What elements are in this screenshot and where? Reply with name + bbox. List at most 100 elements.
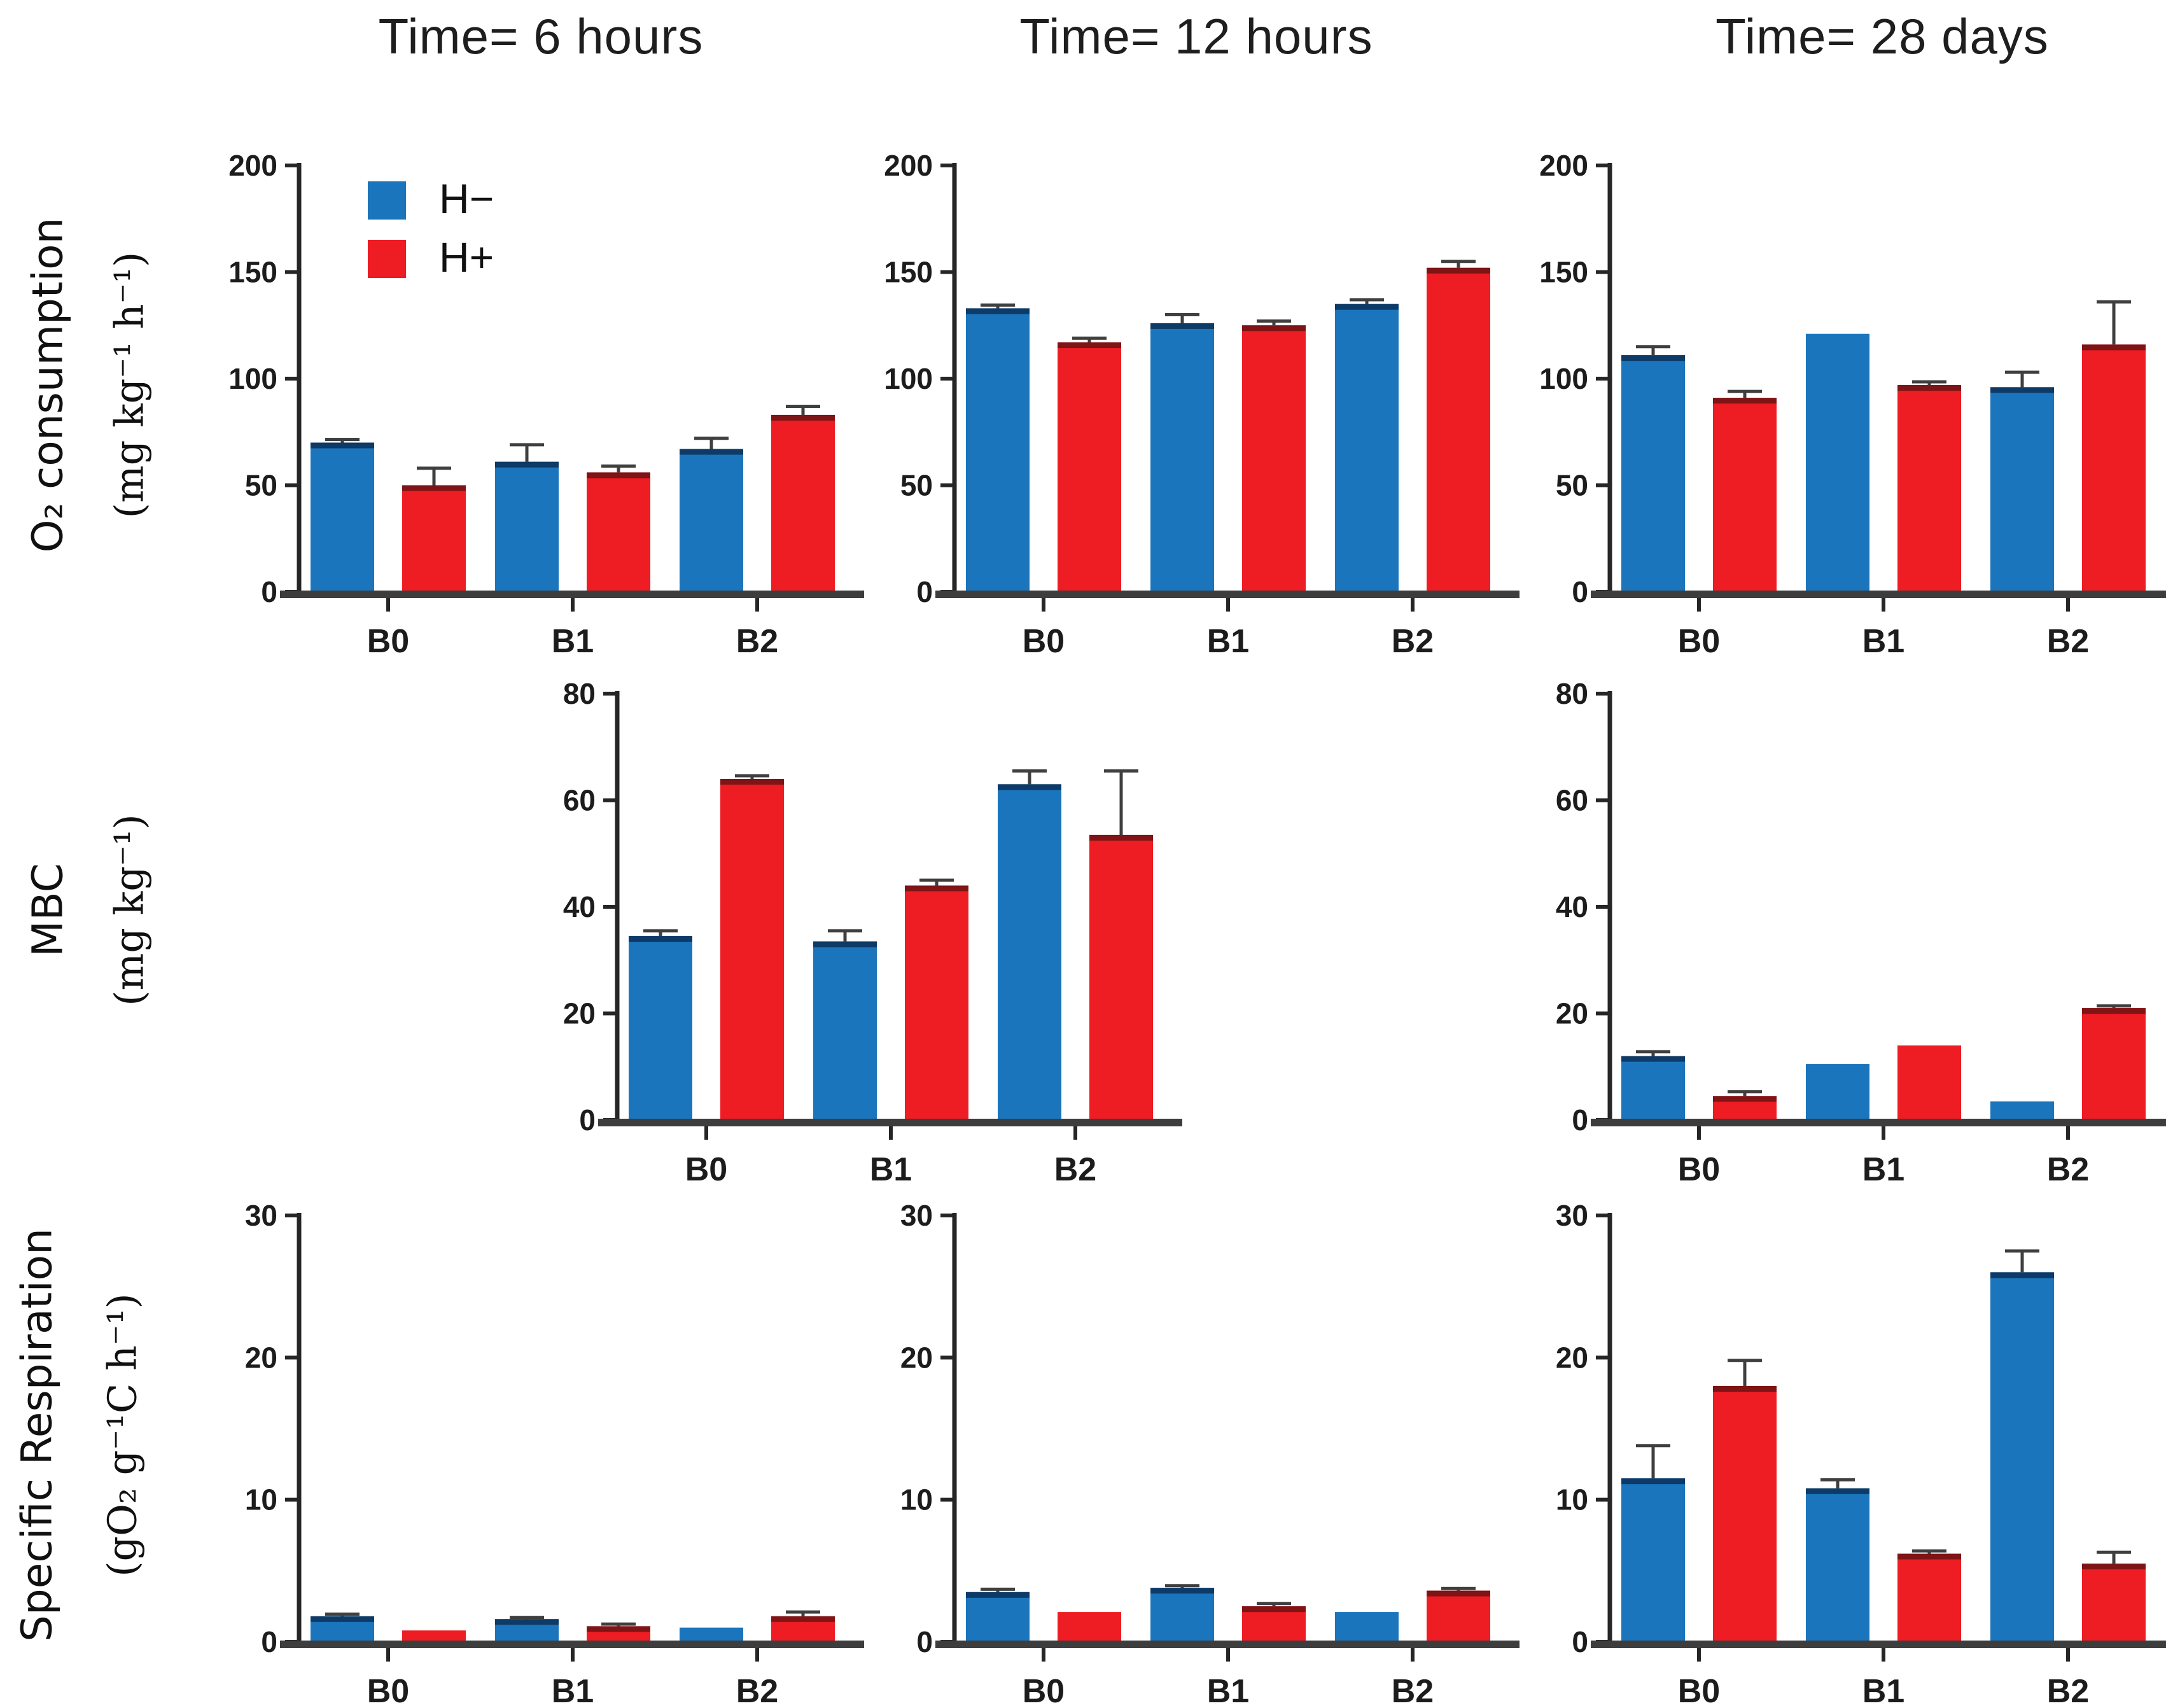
bar-sr-28d-B0-H+ (1713, 1386, 1777, 1642)
x-tick-label-B2: B2 (1392, 623, 1434, 660)
y-tick-label-0: 0 (916, 1625, 933, 1658)
bar-sr-28d-B0-H− (1621, 1478, 1685, 1642)
bar-mbc-12h-B1-H− (813, 941, 877, 1120)
bar-top-stripe (1713, 398, 1777, 404)
bar-top-stripe (1897, 1553, 1961, 1560)
y-tick-label-0: 0 (261, 1625, 277, 1658)
y-tick-label-10: 10 (900, 1483, 933, 1516)
bar-mbc-12h-B2-H− (998, 784, 1061, 1120)
bar-top-stripe (1335, 304, 1399, 310)
bar-top-stripe (495, 1619, 559, 1625)
chart-mbc-28d: B0 B1 B2 0 20 40 60 80 (1476, 649, 2166, 1212)
x-tick-label-B2: B2 (2047, 623, 2089, 660)
bar-mbc-12h-B0-H+ (720, 779, 784, 1120)
bar-top-stripe (1242, 325, 1306, 332)
x-tick-label-B0: B0 (1678, 623, 1720, 660)
chart-o2-28d: B0 B1 B2 0 50 100 150 200 (1476, 121, 2166, 684)
chart-mbc-12h: B0 B1 B2 0 20 40 60 80 (484, 649, 1209, 1212)
y-tick-label-80: 80 (1556, 677, 1588, 710)
y-tick-label-0: 0 (1572, 1625, 1588, 1658)
y-tick-label-40: 40 (563, 890, 596, 923)
bar-top-stripe (2082, 1008, 2146, 1014)
y-tick-label-50: 50 (245, 469, 277, 502)
bar-top-stripe (1242, 1606, 1306, 1613)
y-tick-label-0: 0 (1572, 1103, 1588, 1137)
y-tick-label-0: 0 (916, 575, 933, 608)
bar-o2-6h-B1-H− (495, 461, 559, 592)
bar-o2-28d-B1-H+ (1897, 385, 1961, 592)
y-tick-label-20: 20 (900, 1341, 933, 1374)
y-tick-label-40: 40 (1556, 890, 1588, 923)
x-tick-label-B0: B0 (367, 1673, 409, 1708)
y-tick-label-20: 20 (245, 1341, 277, 1374)
bar-sr-12h-B0-H+ (1058, 1612, 1121, 1642)
x-tick-label-B2: B2 (736, 623, 778, 660)
y-tick-label-60: 60 (563, 784, 596, 817)
y-tick-label-0: 0 (579, 1103, 596, 1137)
bar-top-stripe (1621, 355, 1685, 361)
y-tick-label-200: 200 (884, 149, 933, 182)
x-tick-label-B0: B0 (1023, 1673, 1065, 1708)
bar-o2-6h-B0-H− (311, 442, 374, 592)
bar-top-stripe (966, 308, 1030, 314)
bar-sr-12h-B2-H+ (1427, 1590, 1490, 1642)
y-tick-label-100: 100 (228, 362, 277, 395)
chart-svg-mbc-28d: B0 B1 B2 0 20 40 60 80 (1556, 677, 2166, 1188)
y-tick-label-30: 30 (1556, 1199, 1588, 1232)
bar-top-stripe (1427, 1590, 1490, 1597)
bar-top-stripe (771, 1616, 835, 1622)
y-tick-label-10: 10 (245, 1483, 277, 1516)
bar-mbc-12h-B0-H− (629, 936, 692, 1120)
y-tick-label-100: 100 (1539, 362, 1588, 395)
bar-top-stripe (1427, 267, 1490, 274)
bar-top-stripe (771, 414, 835, 421)
x-tick-label-B1: B1 (552, 623, 594, 660)
bar-top-stripe (311, 1616, 374, 1622)
y-tick-label-30: 30 (245, 1199, 277, 1232)
bar-mbc-12h-B1-H+ (905, 885, 968, 1120)
bar-top-stripe (1897, 385, 1961, 391)
y-tick-label-50: 50 (900, 469, 933, 502)
x-tick-label-B2: B2 (736, 1673, 778, 1708)
column-header-6-hours: Time= 6 hours (378, 8, 704, 64)
row-label-mbc: MBC (23, 863, 73, 957)
row-unit-mbc: (mg kg⁻¹) (106, 814, 153, 1006)
bar-top-stripe (1621, 1056, 1685, 1062)
y-tick-label-150: 150 (1539, 256, 1588, 289)
bar-top-stripe (1713, 1096, 1777, 1102)
row-label-specific-respiration: Specific Respiration (12, 1228, 62, 1642)
bar-sr-12h-B1-H+ (1242, 1606, 1306, 1642)
bar-o2-6h-B2-H+ (771, 414, 835, 592)
chart-sr-28d: B0 B1 B2 0 10 20 30 (1476, 1171, 2166, 1708)
bar-top-stripe (1806, 1488, 1869, 1494)
bar-top-stripe (2082, 344, 2146, 351)
bar-top-stripe (587, 472, 650, 479)
legend-label-h-minus: H− (439, 175, 494, 222)
y-tick-label-80: 80 (563, 677, 596, 710)
x-tick-label-B2: B2 (2047, 1673, 2089, 1708)
chart-svg-o2-28d: B0 B1 B2 0 50 100 150 200 (1539, 149, 2166, 660)
bar-o2-6h-B1-H+ (587, 472, 650, 592)
x-tick-label-B0: B0 (367, 623, 409, 660)
bar-top-stripe (1990, 387, 2054, 393)
x-tick-label-B0: B0 (685, 1151, 727, 1188)
x-tick-label-B1: B1 (870, 1151, 912, 1188)
bar-o2-6h-B2-H− (680, 449, 743, 592)
bar-top-stripe (402, 485, 466, 491)
bar-top-stripe (720, 779, 784, 785)
bar-mbc-28d-B1-H− (1806, 1064, 1869, 1120)
y-tick-label-30: 30 (900, 1199, 933, 1232)
legend-swatch-h-plus (368, 240, 406, 278)
chart-svg-o2-12h: B0 B1 B2 0 50 100 150 200 (884, 149, 1520, 660)
row-unit-specific-respiration: (gO₂ g⁻¹C h⁻¹) (99, 1293, 146, 1577)
x-tick-label-B1: B1 (1207, 1673, 1249, 1708)
bar-sr-28d-B1-H− (1806, 1488, 1869, 1642)
chart-svg-sr-12h: B0 B1 B2 0 10 20 30 (900, 1199, 1520, 1708)
x-tick-label-B2: B2 (1392, 1673, 1434, 1708)
x-tick-label-B1: B1 (1862, 623, 1904, 660)
y-tick-label-50: 50 (1556, 469, 1588, 502)
bar-o2-28d-B0-H− (1621, 355, 1685, 592)
bar-sr-6h-B2-H− (680, 1627, 743, 1642)
y-tick-label-150: 150 (228, 256, 277, 289)
